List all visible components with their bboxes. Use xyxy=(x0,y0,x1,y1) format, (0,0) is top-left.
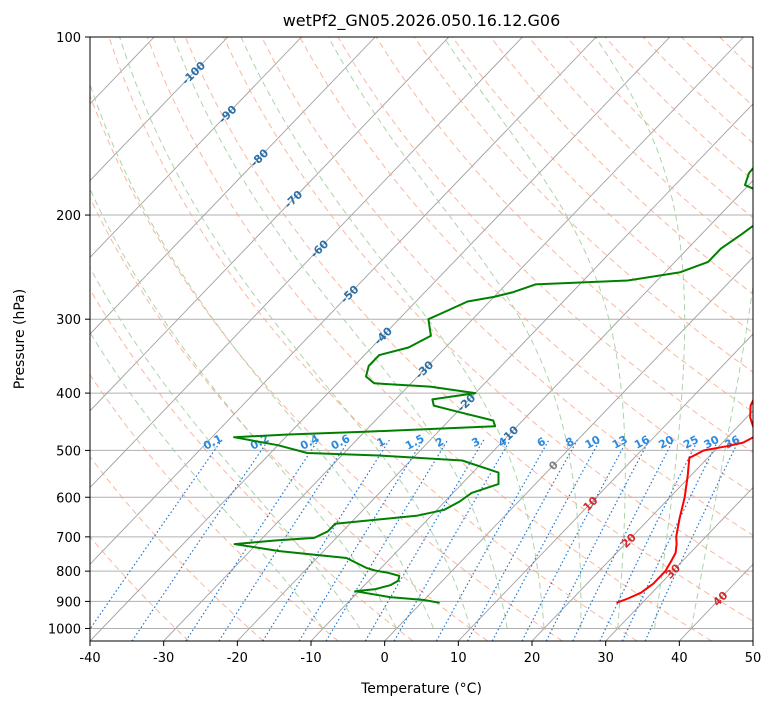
isotherm-line xyxy=(90,37,450,412)
chart-title: wetPf2_GN05.2026.050.16.12.G06 xyxy=(283,11,561,31)
isotherm-line xyxy=(163,37,744,641)
isotherm-line xyxy=(0,37,7,641)
y-tick-label: 1000 xyxy=(48,622,81,637)
dry-adiabat-line xyxy=(90,288,414,641)
mixing-ratio-line xyxy=(644,439,740,641)
moist-adiabat-line xyxy=(119,37,471,629)
mixing-ratio-line xyxy=(262,439,391,641)
x-tick-label: 40 xyxy=(671,651,688,666)
x-tick-label: 30 xyxy=(597,651,614,666)
mixing-ratio-line xyxy=(466,439,578,641)
dry-adiabat-line xyxy=(184,37,753,622)
isotherm-line xyxy=(384,256,753,641)
dry-adiabat-line xyxy=(90,196,488,641)
moist-adiabat-line xyxy=(443,37,626,629)
dry-adiabat-line xyxy=(90,455,264,641)
dry-adiabat-line xyxy=(758,37,775,641)
mixing-ratio-label: 13 xyxy=(610,433,630,452)
y-tick-label: 700 xyxy=(56,531,81,546)
dry-adiabat-line xyxy=(90,94,563,641)
mixing-ratio-line xyxy=(364,439,485,641)
dry-adiabat-line xyxy=(413,37,753,373)
mixing-ratio-line xyxy=(90,439,223,631)
isotherm-line xyxy=(752,640,753,641)
x-tick-label: -20 xyxy=(227,651,248,666)
background-lines xyxy=(0,37,775,641)
dry-adiabat-line xyxy=(108,37,638,641)
y-tick-label: 500 xyxy=(56,444,81,459)
temperature-profile-line xyxy=(616,398,753,604)
isotherm-line xyxy=(90,37,671,641)
dry-adiabat-line xyxy=(490,37,753,295)
mixing-ratio-line xyxy=(131,439,270,641)
x-axis: -40 -30 -20 -10 0 10 20 30 40 50 xyxy=(79,641,761,666)
x-tick-label: 0 xyxy=(381,651,389,666)
x-tick-label: 10 xyxy=(450,651,467,666)
mixing-ratio-line xyxy=(218,439,350,641)
mixing-ratio-line xyxy=(185,439,319,641)
moist-adiabat-line xyxy=(172,37,508,629)
mixing-ratio-label: 10 xyxy=(583,433,603,452)
mixing-ratio-line xyxy=(545,439,650,641)
y-axis: 100 200 300 400 500 600 700 800 900 1000 xyxy=(48,31,90,637)
y-tick-label: 400 xyxy=(56,387,81,402)
isotherm-line xyxy=(458,333,753,641)
moist-adiabat-line xyxy=(690,283,753,629)
moist-adiabat-line xyxy=(240,37,545,629)
mixing-ratio-line xyxy=(298,439,424,641)
moist-adiabat-line xyxy=(327,37,582,629)
isotherm-line xyxy=(531,410,753,641)
y-tick-label: 800 xyxy=(56,565,81,580)
dry-adiabat-line xyxy=(375,37,753,413)
x-tick-label: -40 xyxy=(79,651,100,666)
dry-adiabat-line xyxy=(299,37,753,495)
mixing-ratio-label: 30 xyxy=(702,433,722,452)
moist-adiabat-line xyxy=(90,187,398,629)
isotherm-line xyxy=(90,37,302,258)
y-tick-label: 600 xyxy=(56,491,81,506)
x-tick-label: 50 xyxy=(745,651,762,666)
y-tick-label: 200 xyxy=(56,209,81,224)
isotherm-line xyxy=(90,37,376,335)
y-tick-label: 100 xyxy=(56,31,81,46)
x-tick-label: 20 xyxy=(524,651,541,666)
moist-adiabat-line xyxy=(90,266,361,629)
x-tick-label: -10 xyxy=(300,651,321,666)
moist-adiabat-line xyxy=(90,331,324,629)
isotherm-line xyxy=(90,37,229,182)
moist-adiabat-line xyxy=(594,37,686,629)
moist-adiabat-line xyxy=(90,83,434,629)
dewpoint-profile-line xyxy=(233,166,753,604)
isotherm-line xyxy=(90,37,597,565)
y-axis-title: Pressure (hPa) xyxy=(12,289,28,389)
mixing-ratio-line xyxy=(325,439,449,641)
mixing-ratio-label: 20 xyxy=(656,433,676,452)
y-tick-label: 900 xyxy=(56,595,81,610)
x-tick-label: -30 xyxy=(153,651,174,666)
isotherm-line xyxy=(237,103,753,641)
y-tick-label: 300 xyxy=(56,313,81,328)
dry-adiabat-line xyxy=(451,37,753,334)
sounding-lines xyxy=(233,166,753,604)
x-axis-title: Temperature (°C) xyxy=(360,681,482,697)
isotherm-line xyxy=(605,486,753,641)
plot-background xyxy=(90,37,753,641)
plot-frame xyxy=(89,36,754,642)
mixing-ratio-label: 16 xyxy=(632,433,652,452)
mixing-ratio-line xyxy=(435,439,550,641)
isotherm-line xyxy=(90,37,523,489)
mixing-ratio-line xyxy=(572,439,674,641)
mixing-ratio-label: 25 xyxy=(681,433,701,452)
